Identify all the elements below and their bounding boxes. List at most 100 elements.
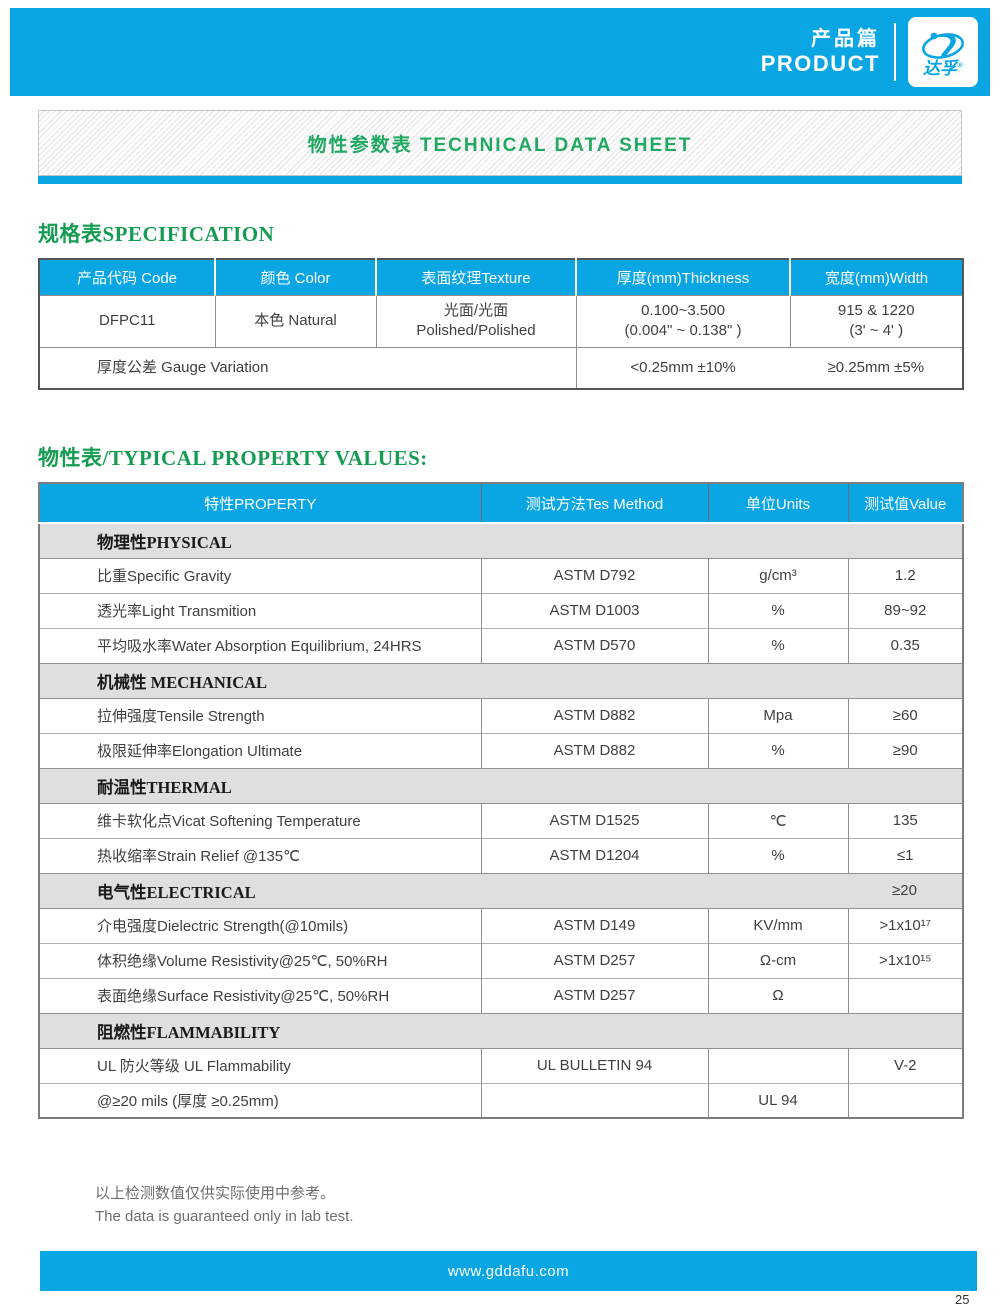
units-cell: % <box>707 627 848 663</box>
gauge-values-cell: <0.25mm ±10% ≥0.25mm ±5% <box>575 346 964 390</box>
units-cell: % <box>707 592 848 628</box>
spec-data-row: DFPC11 本色 Natural 光面/光面 Polished/Polishe… <box>38 294 964 348</box>
units-cell: Ω-cm <box>707 942 848 978</box>
note-line-en: The data is guaranteed only in lab test. <box>95 1208 354 1226</box>
texture-line-zh: 光面/光面 <box>443 301 509 319</box>
width-range-mm: 915 & 1220 <box>837 301 915 319</box>
value-cell <box>847 977 963 1013</box>
property-cell: 极限延伸率Elongation Ultimate <box>39 732 481 768</box>
units-cell: % <box>707 732 848 768</box>
company-logo: 达孚® <box>908 17 978 87</box>
table-row: 体积绝缘Volume Resistivity@25℃, 50%RH ASTM D… <box>39 942 963 978</box>
value-cell: >1x10¹⁷ <box>847 907 963 943</box>
method-cell: UL BULLETIN 94 <box>480 1047 708 1083</box>
registered-mark: ® <box>957 59 963 69</box>
gauge-tolerance-thick: ≥0.25mm ±5% <box>827 358 925 376</box>
footer-bar: www.gddafu.com <box>40 1251 977 1291</box>
method-cell: ASTM D792 <box>480 557 708 593</box>
property-cell: 比重Specific Gravity <box>39 557 481 593</box>
units-cell: Mpa <box>707 697 848 733</box>
property-cell: 体积绝缘Volume Resistivity@25℃, 50%RH <box>39 942 481 978</box>
table-row: 维卡软化点Vicat Softening Temperature ASTM D1… <box>39 802 963 838</box>
method-cell: ASTM D1204 <box>480 837 708 873</box>
spec-header-row: 产品代码 Code 颜色 Color 表面纹理Texture 厚度(mm)Thi… <box>39 259 963 295</box>
gauge-tolerance-thin: <0.25mm ±10% <box>630 358 736 376</box>
property-cell: 透光率Light Transmition <box>39 592 481 628</box>
section-row-flammability: 阻燃性FLAMMABILITY <box>39 1012 963 1049</box>
section-label: 耐温性THERMAL <box>97 777 232 797</box>
note-line-zh: 以上检测数值仅供实际使用中参考。 <box>95 1185 336 1202</box>
method-cell: ASTM D882 <box>480 732 708 768</box>
property-table: 特性PROPERTY 测试方法Tes Method 单位Units 测试值Val… <box>38 482 964 1119</box>
prop-header-row: 特性PROPERTY 测试方法Tes Method 单位Units 测试值Val… <box>39 483 963 524</box>
units-cell: KV/mm <box>707 907 848 943</box>
units-cell: UL 94 <box>707 1082 848 1118</box>
property-cell: 表面绝缘Surface Resistivity@25℃, 50%RH <box>39 977 481 1013</box>
method-cell: ASTM D1525 <box>480 802 708 838</box>
property-cell: @≥20 mils (厚度 ≥0.25mm) <box>39 1082 481 1118</box>
website-link[interactable]: www.gddafu.com <box>447 1262 570 1280</box>
property-cell: 介电强度Dielectric Strength(@10mils) <box>39 907 481 943</box>
category-label-zh: 产品篇 <box>811 27 880 50</box>
property-cell: 平均吸水率Water Absorption Equilibrium, 24HRS <box>39 627 481 663</box>
thickness-range-inch: (0.004" ~ 0.138" ) <box>624 322 742 339</box>
width-cell: 915 & 1220 (3' ~ 4' ) <box>789 294 964 348</box>
units-cell: g/cm³ <box>707 557 848 593</box>
value-cell: 135 <box>847 802 963 838</box>
thickness-range-mm: 0.100~3.500 <box>641 301 725 319</box>
dafu-logo-icon <box>922 32 964 59</box>
gauge-label-cell: 厚度公差 Gauge Variation <box>38 346 577 390</box>
value-cell: ≥60 <box>847 697 963 733</box>
code-cell: DFPC11 <box>38 294 216 348</box>
table-row: 极限延伸率Elongation Ultimate ASTM D882 % ≥90 <box>39 732 963 768</box>
units-cell <box>707 1047 848 1083</box>
table-row: 热收缩率Strain Relief @135℃ ASTM D1204 % ≤1 <box>39 837 963 873</box>
spec-section-heading: 规格表SPECIFICATION <box>38 222 275 246</box>
category-label-en: PRODUCT <box>760 50 880 76</box>
units-cell: % <box>707 837 848 873</box>
texture-cell: 光面/光面 Polished/Polished <box>375 294 577 348</box>
section-value <box>847 1014 962 1048</box>
table-row: 介电强度Dielectric Strength(@10mils) ASTM D1… <box>39 907 963 943</box>
value-cell: ≤1 <box>847 837 963 873</box>
title-banner: 物性参数表 TECHNICAL DATA SHEET <box>38 110 962 176</box>
method-cell: ASTM D1003 <box>480 592 708 628</box>
specification-table: 产品代码 Code 颜色 Color 表面纹理Texture 厚度(mm)Thi… <box>38 258 964 390</box>
property-cell: 拉伸强度Tensile Strength <box>39 697 481 733</box>
value-cell: V-2 <box>847 1047 963 1083</box>
table-row: 表面绝缘Surface Resistivity@25℃, 50%RH ASTM … <box>39 977 963 1013</box>
value-cell: 1.2 <box>847 557 963 593</box>
header-category: 产品篇 PRODUCT <box>761 28 880 76</box>
section-label: 电气性ELECTRICAL <box>97 882 256 902</box>
col-header-width: 宽度(mm)Width <box>789 259 963 295</box>
table-row: 透光率Light Transmition ASTM D1003 % 89~92 <box>39 592 963 628</box>
property-cell: 热收缩率Strain Relief @135℃ <box>39 837 481 873</box>
value-cell: >1x10¹⁵ <box>847 942 963 978</box>
property-section-heading: 物性表/TYPICAL PROPERTY VALUES: <box>38 446 428 470</box>
method-cell: ASTM D257 <box>480 977 708 1013</box>
page-title: 物性参数表 TECHNICAL DATA SHEET <box>307 134 693 156</box>
property-cell: 维卡软化点Vicat Softening Temperature <box>39 802 481 838</box>
header-divider <box>894 23 896 81</box>
gauge-variation-row: 厚度公差 Gauge Variation <0.25mm ±10% ≥0.25m… <box>38 346 964 390</box>
section-row-mechanical: 机械性 MECHANICAL <box>39 662 963 699</box>
texture-line-en: Polished/Polished <box>416 322 536 339</box>
table-row: 拉伸强度Tensile Strength ASTM D882 Mpa ≥60 <box>39 697 963 733</box>
table-row: 比重Specific Gravity ASTM D792 g/cm³ 1.2 <box>39 557 963 593</box>
header-band: 产品篇 PRODUCT 达孚® <box>10 8 990 96</box>
col-header-value: 测试值Value <box>847 483 963 524</box>
value-cell: 0.35 <box>847 627 963 663</box>
col-header-code: 产品代码 Code <box>39 259 215 295</box>
section-row-electrical: 电气性ELECTRICAL ≥20 <box>39 872 963 909</box>
section-label: 物理性PHYSICAL <box>97 532 232 552</box>
logo-wordmark: 达孚® <box>923 60 963 77</box>
col-header-thickness: 厚度(mm)Thickness <box>575 259 790 295</box>
disclaimer-notes: 以上检测数值仅供实际使用中参考。 The data is guaranteed … <box>95 1182 354 1229</box>
value-cell: 89~92 <box>847 592 963 628</box>
width-range-ft: (3' ~ 4' ) <box>849 322 904 339</box>
table-row: @≥20 mils (厚度 ≥0.25mm) UL 94 <box>39 1082 963 1118</box>
thickness-cell: 0.100~3.500 (0.004" ~ 0.138" ) <box>575 294 791 348</box>
col-header-method: 测试方法Tes Method <box>480 483 708 524</box>
units-cell: ℃ <box>707 802 848 838</box>
